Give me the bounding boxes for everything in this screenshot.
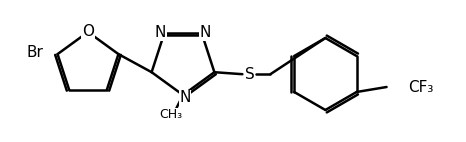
Text: O: O <box>82 23 94 38</box>
Text: S: S <box>245 67 254 82</box>
Text: CH₃: CH₃ <box>159 108 183 122</box>
Text: N: N <box>179 90 191 106</box>
Text: N: N <box>155 25 166 40</box>
Text: N: N <box>200 25 211 40</box>
Text: CF₃: CF₃ <box>409 80 434 94</box>
Text: Br: Br <box>27 45 43 60</box>
